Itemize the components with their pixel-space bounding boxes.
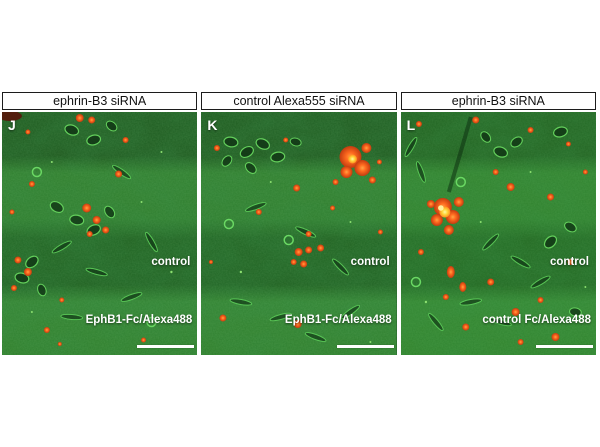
stripe-label-treatment: control Fc/Alexa488	[482, 314, 591, 326]
stripe-label-treatment: EphB1-Fc/Alexa488	[85, 314, 193, 326]
stripe-label-control: control	[550, 256, 589, 268]
scale-bar	[535, 345, 593, 348]
micrograph-row: J control EphB1-Fc/Alexa488	[2, 112, 596, 355]
figure-strip: ephrin-B3 siRNA control Alexa555 siRNA e…	[2, 92, 596, 355]
panel-header-J: ephrin-B3 siRNA	[2, 92, 198, 110]
panel-header-K: control Alexa555 siRNA	[201, 92, 397, 110]
micrograph-panel-L: L control control Fc/Alexa488	[400, 112, 596, 355]
panel-letter: K	[207, 117, 218, 133]
column-headers: ephrin-B3 siRNA control Alexa555 siRNA e…	[2, 92, 596, 110]
micrograph-image-J	[2, 112, 198, 355]
micrograph-panel-J: J control EphB1-Fc/Alexa488	[2, 112, 198, 355]
micrograph-panel-K: K control EphB1-Fc/Alexa488	[201, 112, 397, 355]
scale-bar	[336, 345, 394, 348]
micrograph-image-L	[400, 112, 596, 355]
stripe-label-treatment: EphB1-Fc/Alexa488	[284, 314, 392, 326]
micrograph-image-K	[201, 112, 397, 355]
stripe-label-control: control	[151, 256, 191, 268]
scale-bar	[137, 345, 195, 348]
panel-letter: J	[8, 117, 16, 133]
panel-letter: L	[406, 117, 416, 133]
panel-header-L: ephrin-B3 siRNA	[400, 92, 596, 110]
stripe-label-control: control	[350, 256, 390, 268]
